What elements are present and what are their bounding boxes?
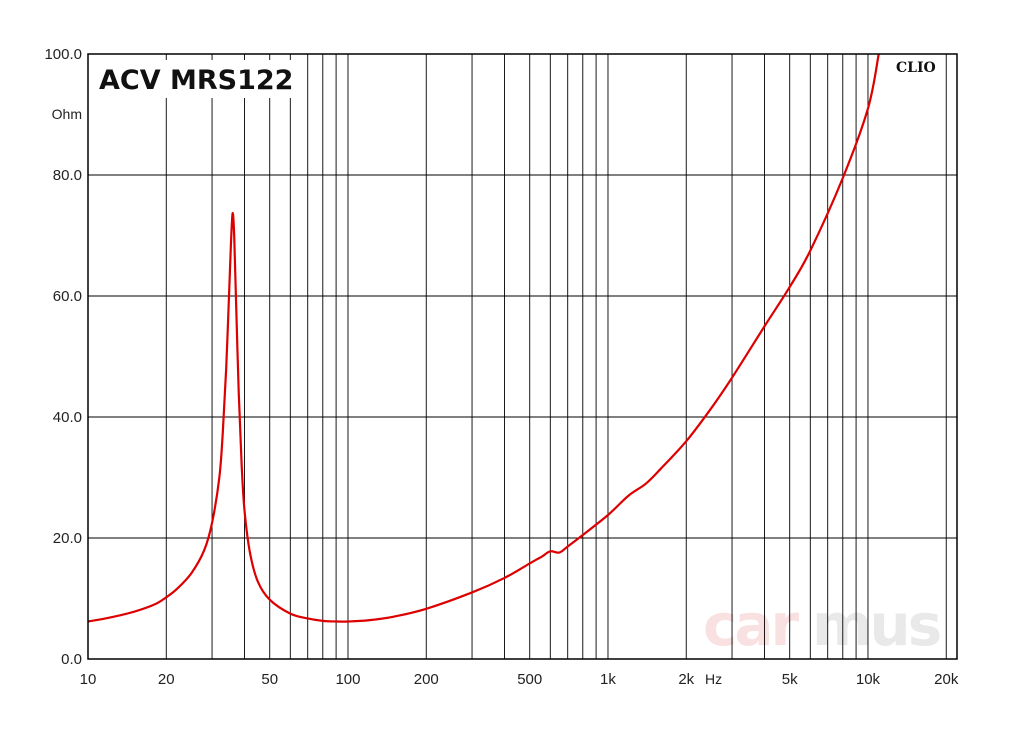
x-tick-label: 5k — [782, 671, 798, 688]
x-tick-label: 50 — [261, 671, 278, 688]
x-tick-label: 10k — [856, 671, 881, 688]
x-tick-label: 200 — [414, 671, 439, 688]
x-tick-label: 1k — [600, 671, 616, 688]
x-tick-label: 20 — [158, 671, 175, 688]
y-tick-label: 40.0 — [53, 409, 82, 426]
x-tick-label: 500 — [517, 671, 542, 688]
grid-lines — [88, 54, 957, 659]
y-tick-label: 80.0 — [53, 167, 82, 184]
x-tick-labels: 10 20 50 100 200 500 1k 2k 5k 10k 20k — [80, 671, 959, 688]
watermark-car: car — [703, 591, 800, 659]
x-tick-label: 2k — [678, 671, 694, 688]
plot-frame — [87, 53, 958, 660]
carmus-watermark: car mus — [703, 591, 943, 659]
y-tick-label: 60.0 — [53, 288, 82, 305]
title-background — [96, 60, 292, 98]
x-tick-label: 100 — [335, 671, 360, 688]
x-axis-unit-label: Hz — [705, 671, 722, 687]
y-axis-unit-label: Ohm — [52, 106, 82, 122]
y-tick-label: 100.0 — [44, 46, 82, 63]
y-tick-label: 20.0 — [53, 530, 82, 547]
watermark-mus: mus — [812, 591, 940, 659]
clio-brand-label: CLIO — [896, 60, 936, 76]
impedance-curve — [87, 53, 880, 623]
chart-title: ACV MRS122 — [99, 65, 293, 96]
x-tick-label: 20k — [934, 671, 959, 688]
x-tick-label: 10 — [80, 671, 97, 688]
y-tick-label: 0.0 — [61, 651, 82, 668]
y-tick-labels: 0.0 20.0 40.0 60.0 80.0 100.0 — [44, 46, 82, 668]
brand-label-background — [892, 57, 944, 77]
plot-background — [88, 54, 957, 659]
